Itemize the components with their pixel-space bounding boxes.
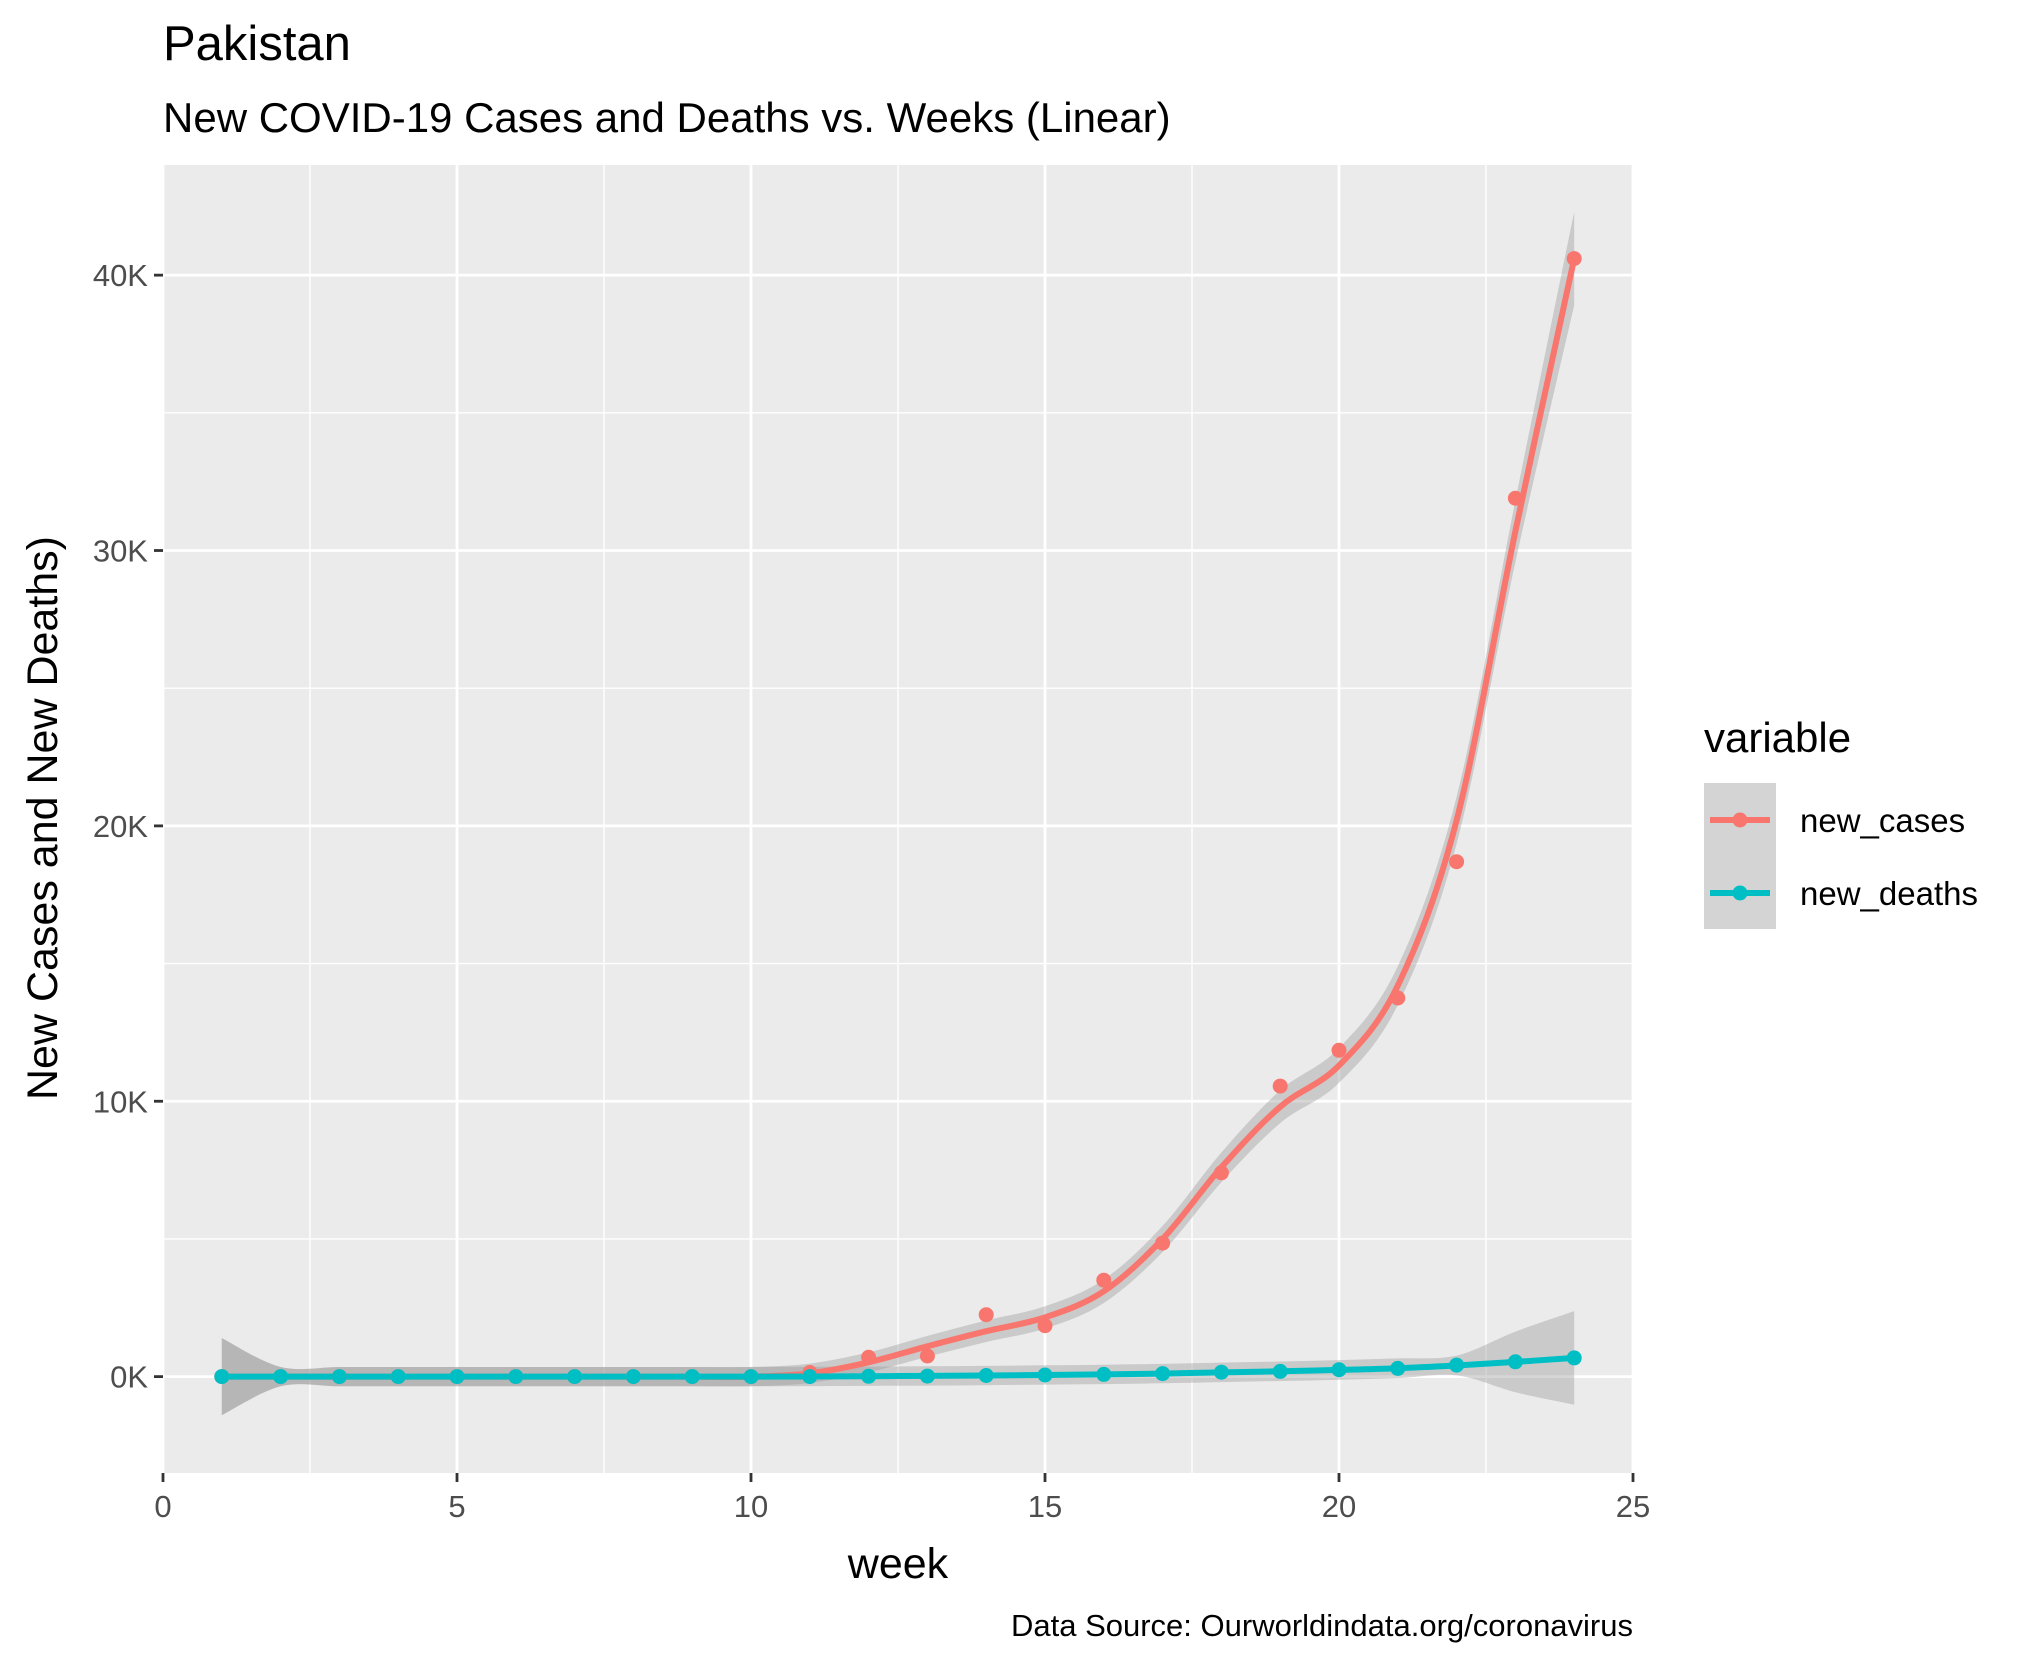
data-point-new-deaths — [1272, 1363, 1288, 1379]
data-point-new-cases — [1390, 990, 1406, 1006]
data-point-new-deaths — [273, 1369, 289, 1385]
grid-lines — [161, 165, 1635, 1473]
data-point-new-cases — [1096, 1272, 1112, 1288]
data-point-new-cases — [1037, 1318, 1053, 1334]
data-point-new-deaths — [1331, 1362, 1347, 1378]
data-point-new-deaths — [214, 1369, 230, 1385]
data-point-new-deaths — [1449, 1357, 1465, 1373]
x-tick-label: 5 — [448, 1489, 465, 1524]
data-point-new-deaths — [684, 1369, 700, 1385]
y-axis-title: New Cases and New Deaths) — [19, 536, 67, 1100]
data-point-new-deaths — [978, 1368, 994, 1383]
confidence-bands — [221, 211, 1575, 1416]
data-point-new-deaths — [567, 1369, 583, 1385]
data-point-new-cases — [1566, 251, 1582, 267]
x-axis-title: week — [847, 1540, 949, 1588]
legend-key-background — [1704, 783, 1776, 929]
x-tick-label: 20 — [1322, 1489, 1356, 1524]
data-point-new-deaths — [1507, 1354, 1523, 1370]
chart-subtitle: New COVID-19 Cases and Deaths vs. Weeks … — [163, 94, 1171, 141]
data-point-new-deaths — [390, 1369, 406, 1385]
y-tick-label: 20K — [93, 809, 148, 844]
legend-label-new-cases: new_cases — [1800, 802, 1965, 839]
data-point-new-cases — [1507, 490, 1523, 506]
data-point-new-deaths — [508, 1369, 524, 1385]
data-point-new-cases — [1213, 1165, 1229, 1181]
chart-title: Pakistan — [163, 17, 351, 71]
y-tick-label: 0K — [110, 1360, 148, 1395]
legend-label-new-deaths: new_deaths — [1800, 875, 1978, 912]
data-point-new-deaths — [802, 1369, 818, 1385]
data-point-new-deaths — [1155, 1366, 1171, 1382]
data-point-new-deaths — [449, 1369, 465, 1385]
x-tick-label: 10 — [734, 1489, 768, 1524]
data-point-new-deaths — [1037, 1367, 1053, 1383]
legend-title: variable — [1704, 714, 1851, 761]
x-tick-label: 0 — [154, 1489, 171, 1524]
data-point-new-deaths — [331, 1369, 347, 1385]
data-point-new-deaths — [1566, 1350, 1582, 1366]
data-point-new-deaths — [743, 1369, 759, 1385]
data-points — [214, 251, 1582, 1385]
data-point-new-deaths — [919, 1368, 935, 1384]
data-point-new-cases — [978, 1307, 994, 1323]
caption: Data Source: Ourworldindata.org/coronavi… — [1011, 1608, 1633, 1643]
y-tick-label: 40K — [93, 258, 148, 293]
x-tick-label: 25 — [1616, 1489, 1650, 1524]
legend-key-point-new-deaths — [1732, 885, 1748, 901]
data-point-new-deaths — [1096, 1366, 1112, 1382]
data-point-new-cases — [1331, 1042, 1347, 1058]
data-point-new-cases — [1449, 854, 1465, 870]
data-point-new-cases — [861, 1349, 877, 1365]
data-point-new-cases — [1155, 1235, 1171, 1251]
data-point-new-cases — [1272, 1078, 1288, 1094]
legend-key-point-new-cases — [1732, 812, 1748, 828]
data-point-new-deaths — [861, 1368, 877, 1384]
data-point-new-deaths — [1213, 1364, 1229, 1380]
confidence-band-new-deaths — [221, 1311, 1575, 1416]
axes: 0 5 10 15 20 25 0K 10K 20K 30K 40K — [93, 258, 1650, 1524]
data-point-new-cases — [919, 1348, 935, 1364]
legend: variable new_cases new_deaths — [1704, 714, 1978, 929]
y-tick-label: 10K — [93, 1084, 148, 1119]
y-tick-label: 30K — [93, 534, 148, 569]
x-tick-label: 15 — [1028, 1489, 1062, 1524]
data-point-new-deaths — [1390, 1360, 1406, 1376]
data-point-new-deaths — [625, 1369, 641, 1385]
